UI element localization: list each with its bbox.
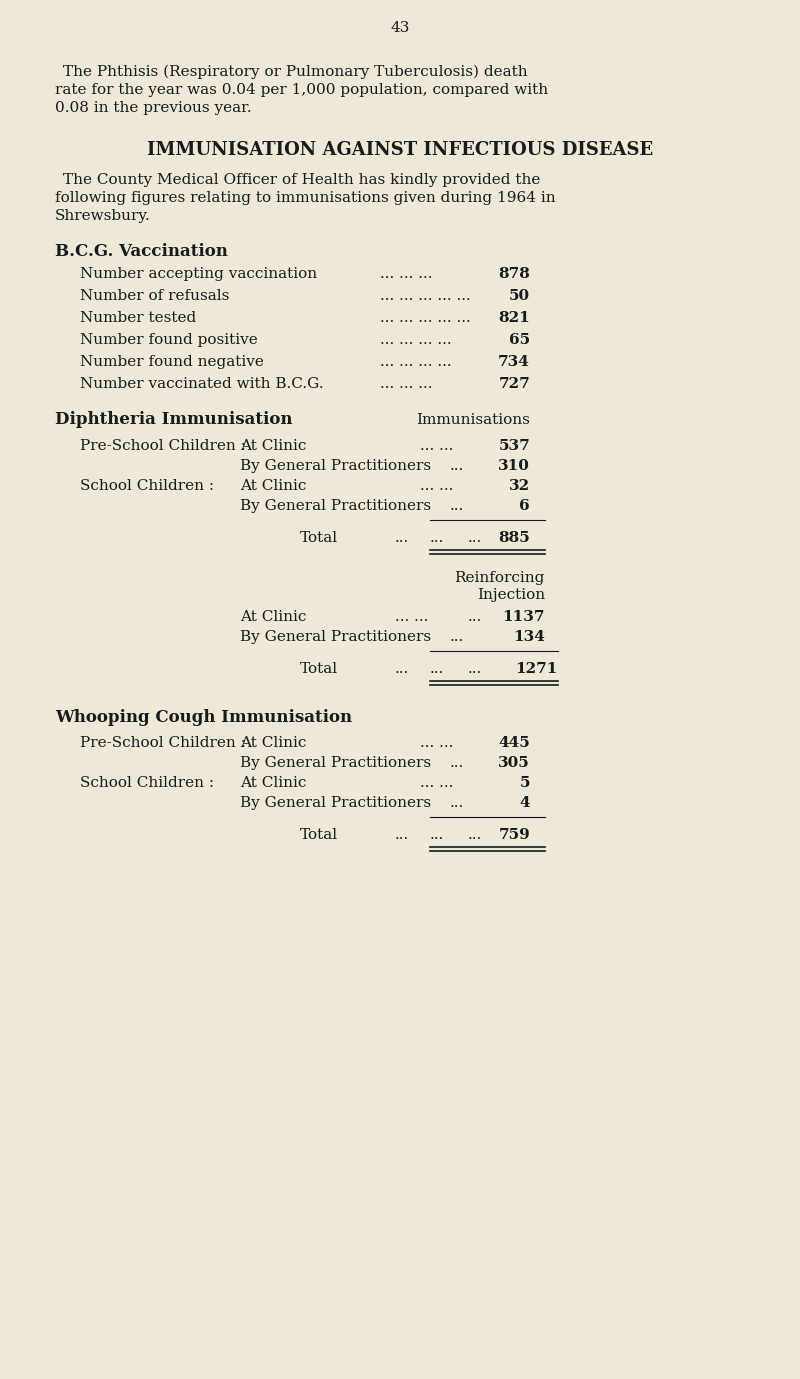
Text: ...: ... (450, 459, 464, 473)
Text: By General Practitioners: By General Practitioners (240, 630, 431, 644)
Text: 4: 4 (519, 796, 530, 809)
Text: ... ...: ... ... (420, 439, 454, 452)
Text: The Phthisis (Respiratory or Pulmonary Tuberculosis) death: The Phthisis (Respiratory or Pulmonary T… (63, 65, 528, 79)
Text: ...: ... (430, 827, 444, 843)
Text: ...: ... (430, 531, 444, 545)
Text: ... ... ... ... ...: ... ... ... ... ... (380, 290, 470, 303)
Text: At Clinic: At Clinic (240, 610, 306, 625)
Text: ...: ... (395, 827, 410, 843)
Text: 759: 759 (498, 827, 530, 843)
Text: Number found negative: Number found negative (80, 354, 264, 370)
Text: ...: ... (395, 662, 410, 676)
Text: 310: 310 (498, 459, 530, 473)
Text: By General Practitioners: By General Practitioners (240, 459, 431, 473)
Text: Number tested: Number tested (80, 312, 196, 325)
Text: Pre-School Children :: Pre-School Children : (80, 439, 246, 452)
Text: ... ...: ... ... (420, 776, 454, 790)
Text: ...: ... (450, 630, 464, 644)
Text: Diphtheria Immunisation: Diphtheria Immunisation (55, 411, 293, 429)
Text: By General Practitioners: By General Practitioners (240, 756, 431, 769)
Text: Pre-School Children :: Pre-School Children : (80, 736, 246, 750)
Text: By General Practitioners: By General Practitioners (240, 796, 431, 809)
Text: Immunisations: Immunisations (416, 412, 530, 427)
Text: ... ...: ... ... (420, 479, 454, 494)
Text: Whooping Cough Immunisation: Whooping Cough Immunisation (55, 709, 352, 725)
Text: 734: 734 (498, 354, 530, 370)
Text: Reinforcing: Reinforcing (454, 571, 545, 585)
Text: 43: 43 (390, 21, 410, 34)
Text: ... ...: ... ... (395, 610, 428, 625)
Text: Injection: Injection (477, 587, 545, 603)
Text: 885: 885 (498, 531, 530, 545)
Text: By General Practitioners: By General Practitioners (240, 499, 431, 513)
Text: School Children :: School Children : (80, 479, 214, 494)
Text: ...: ... (450, 499, 464, 513)
Text: ... ...: ... ... (420, 736, 454, 750)
Text: ...: ... (468, 662, 482, 676)
Text: Total: Total (300, 531, 338, 545)
Text: 878: 878 (498, 268, 530, 281)
Text: ...: ... (430, 662, 444, 676)
Text: ...: ... (395, 531, 410, 545)
Text: Shrewsbury.: Shrewsbury. (55, 210, 150, 223)
Text: 134: 134 (513, 630, 545, 644)
Text: 50: 50 (509, 290, 530, 303)
Text: IMMUNISATION AGAINST INFECTIOUS DISEASE: IMMUNISATION AGAINST INFECTIOUS DISEASE (147, 141, 653, 159)
Text: rate for the year was 0.04 per 1,000 population, compared with: rate for the year was 0.04 per 1,000 pop… (55, 83, 548, 97)
Text: ...: ... (450, 796, 464, 809)
Text: ... ... ... ... ...: ... ... ... ... ... (380, 312, 470, 325)
Text: Number of refusals: Number of refusals (80, 290, 230, 303)
Text: 5: 5 (519, 776, 530, 790)
Text: 65: 65 (509, 332, 530, 348)
Text: ... ... ...: ... ... ... (380, 268, 433, 281)
Text: 0.08 in the previous year.: 0.08 in the previous year. (55, 101, 252, 114)
Text: Number accepting vaccination: Number accepting vaccination (80, 268, 317, 281)
Text: ...: ... (468, 610, 482, 625)
Text: 305: 305 (498, 756, 530, 769)
Text: Number found positive: Number found positive (80, 332, 258, 348)
Text: ... ... ...: ... ... ... (380, 376, 433, 392)
Text: following figures relating to immunisations given during 1964 in: following figures relating to immunisati… (55, 192, 556, 205)
Text: ... ... ... ...: ... ... ... ... (380, 354, 452, 370)
Text: 445: 445 (498, 736, 530, 750)
Text: 821: 821 (498, 312, 530, 325)
Text: 1137: 1137 (502, 610, 545, 625)
Text: 32: 32 (509, 479, 530, 494)
Text: At Clinic: At Clinic (240, 736, 306, 750)
Text: At Clinic: At Clinic (240, 479, 306, 494)
Text: Number vaccinated with B.C.G.: Number vaccinated with B.C.G. (80, 376, 324, 392)
Text: 727: 727 (498, 376, 530, 392)
Text: ... ... ... ...: ... ... ... ... (380, 332, 452, 348)
Text: ...: ... (468, 827, 482, 843)
Text: ...: ... (468, 531, 482, 545)
Text: School Children :: School Children : (80, 776, 214, 790)
Text: 1271: 1271 (516, 662, 558, 676)
Text: 537: 537 (498, 439, 530, 452)
Text: 6: 6 (519, 499, 530, 513)
Text: The County Medical Officer of Health has kindly provided the: The County Medical Officer of Health has… (63, 172, 540, 188)
Text: B.C.G. Vaccination: B.C.G. Vaccination (55, 244, 228, 261)
Text: Total: Total (300, 662, 338, 676)
Text: Total: Total (300, 827, 338, 843)
Text: At Clinic: At Clinic (240, 439, 306, 452)
Text: ...: ... (450, 756, 464, 769)
Text: At Clinic: At Clinic (240, 776, 306, 790)
